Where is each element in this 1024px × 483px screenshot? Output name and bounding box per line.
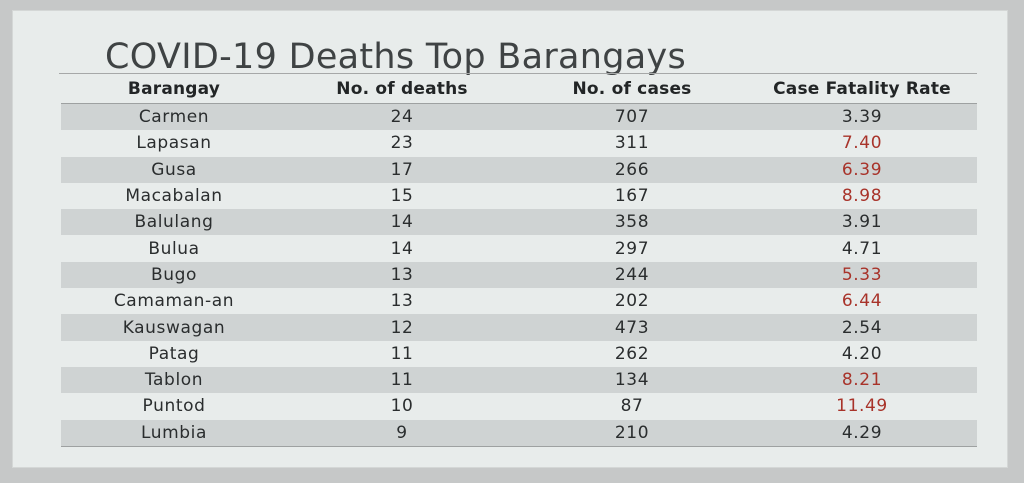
cell-deaths: 15 — [390, 186, 414, 207]
slide: COVID-19 Deaths Top Barangays Barangay N… — [12, 10, 1008, 468]
cell-cases: 473 — [614, 317, 650, 338]
table-row: Macabalan 15 167 8.98 — [61, 183, 977, 209]
cell-cases: 210 — [614, 422, 650, 443]
cell-case-fatality-rate: 4.20 — [841, 343, 883, 364]
cell-barangay: Carmen — [138, 107, 210, 128]
table-row: Lapasan 23 311 7.40 — [61, 130, 977, 156]
table-row: Bulua 14 297 4.71 — [61, 235, 977, 261]
table-row: Carmen 24 707 3.39 — [61, 104, 977, 131]
cell-deaths: 12 — [390, 317, 414, 338]
cell-case-fatality-rate: 6.39 — [841, 159, 883, 180]
cell-deaths: 24 — [390, 107, 414, 128]
cell-deaths: 11 — [390, 343, 414, 364]
table-row: Bugo 13 244 5.33 — [61, 261, 977, 289]
cell-cases: 244 — [614, 264, 650, 285]
cell-barangay: Gusa — [151, 159, 197, 180]
cell-cases: 87 — [620, 396, 644, 417]
deaths-table: Barangay No. of deaths No. of cases Case… — [61, 75, 977, 447]
cell-case-fatality-rate: 8.21 — [841, 370, 883, 391]
table-row: Lumbia 9 210 4.29 — [61, 419, 977, 446]
cell-barangay: Lapasan — [136, 133, 212, 154]
cell-barangay: Bulua — [148, 238, 200, 259]
cell-case-fatality-rate: 8.98 — [841, 186, 883, 207]
cell-cases: 266 — [614, 159, 650, 180]
cell-deaths: 13 — [390, 291, 414, 312]
cell-case-fatality-rate: 2.54 — [841, 317, 883, 338]
cell-deaths: 11 — [390, 370, 414, 391]
cell-cases: 311 — [614, 133, 650, 154]
cell-deaths: 10 — [390, 396, 414, 417]
cell-case-fatality-rate: 7.40 — [841, 133, 883, 154]
cell-case-fatality-rate: 3.91 — [841, 212, 883, 233]
cell-case-fatality-rate: 6.44 — [841, 291, 883, 312]
cell-barangay: Kauswagan — [122, 317, 226, 338]
cell-cases: 707 — [614, 107, 650, 128]
cell-barangay: Tablon — [144, 370, 204, 391]
table-row: Kauswagan 12 473 2.54 — [61, 314, 977, 341]
table-row: Gusa 17 266 6.39 — [61, 156, 977, 183]
cell-deaths: 17 — [390, 159, 414, 180]
cell-deaths: 14 — [390, 238, 414, 259]
cell-barangay: Macabalan — [125, 186, 223, 207]
column-header-cases: No. of cases — [572, 79, 692, 99]
cell-cases: 167 — [614, 186, 650, 207]
cell-deaths: 13 — [390, 264, 414, 285]
table-bottom-rule — [61, 445, 977, 447]
table-row: Puntod 10 87 11.49 — [61, 393, 977, 419]
cell-cases: 262 — [614, 343, 650, 364]
table-row: Patag 11 262 4.20 — [61, 341, 977, 367]
table-body: Carmen 24 707 3.39 Lapasan 23 311 7.40 Gusa 17 266… — [61, 104, 977, 446]
table-header: Barangay No. of deaths No. of cases Case… — [61, 75, 977, 104]
cell-cases: 358 — [614, 212, 650, 233]
page-title: COVID-19 Deaths Top Barangays — [105, 37, 687, 77]
cell-case-fatality-rate: 5.33 — [841, 264, 883, 285]
table-row: Camaman-an 13 202 6.44 — [61, 288, 977, 314]
cell-case-fatality-rate: 11.49 — [836, 396, 888, 417]
cell-barangay: Puntod — [142, 396, 206, 417]
cell-deaths: 23 — [390, 133, 414, 154]
title-divider — [59, 73, 977, 74]
cell-barangay: Camaman-an — [113, 291, 235, 312]
column-header-barangay: Barangay — [127, 79, 221, 99]
cell-barangay: Patag — [148, 343, 200, 364]
cell-cases: 297 — [614, 238, 650, 259]
column-header-deaths: No. of deaths — [336, 79, 468, 99]
table-row: Balulang 14 358 3.91 — [61, 209, 977, 236]
column-header-cfr: Case Fatality Rate — [773, 79, 951, 99]
cell-case-fatality-rate: 4.29 — [841, 422, 883, 443]
cell-cases: 134 — [614, 370, 650, 391]
cell-barangay: Lumbia — [140, 422, 208, 443]
cell-barangay: Balulang — [134, 212, 214, 233]
cell-cases: 202 — [614, 291, 650, 312]
cell-barangay: Bugo — [150, 264, 198, 285]
cell-case-fatality-rate: 4.71 — [841, 238, 883, 259]
cell-case-fatality-rate: 3.39 — [841, 107, 883, 128]
table-row: Tablon 11 134 8.21 — [61, 366, 977, 394]
cell-deaths: 14 — [390, 212, 414, 233]
cell-deaths: 9 — [396, 422, 408, 443]
